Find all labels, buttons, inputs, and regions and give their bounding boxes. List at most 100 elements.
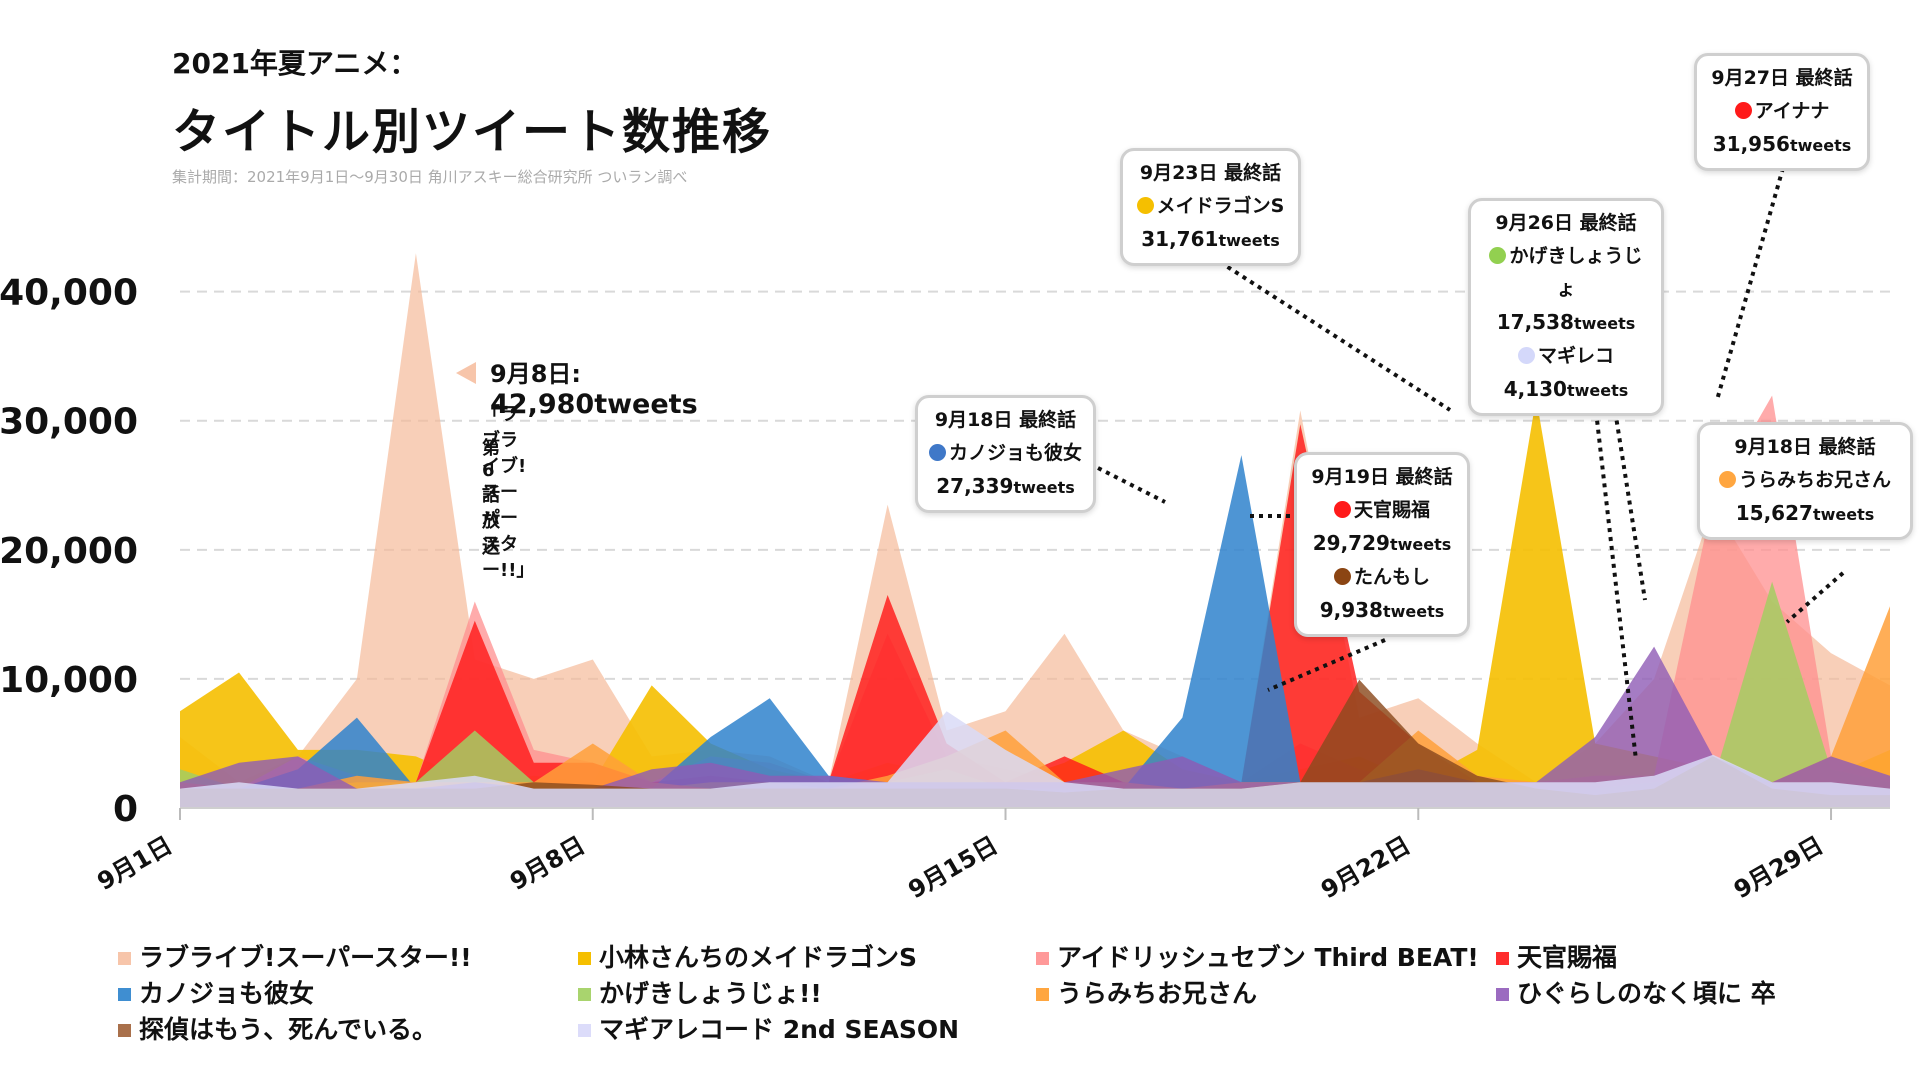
callout-connector [1267,638,1386,692]
chart-subtitle: 集計期間：2021年9月1日〜9月30日 角川アスキー総合研究所 ついラン調べ [172,168,688,186]
y-tick-label: 20,000 [0,531,138,572]
legend-swatch [578,988,591,1001]
callout-value: 15,627 [1735,501,1813,525]
legend-label: 探偵はもう、死んでいる。 [139,1015,438,1044]
callout-value: 31,761 [1141,227,1219,251]
callout-connector [1609,384,1647,601]
callout-value: 4,130 [1503,377,1567,401]
area-series [180,711,1890,808]
legend-swatch [1036,952,1049,965]
y-tick-label: 10,000 [0,660,138,701]
callout-series-name: うらみちお兄さん [1738,469,1891,491]
legend-label: カノジョも彼女 [139,979,315,1008]
callout-value: 27,339 [936,474,1014,498]
legend-swatch [1496,952,1509,965]
legend-item: かげきしょうじょ!! [578,974,822,1010]
callout-connector [1715,167,1785,401]
callout-unit: tweets [1013,478,1075,497]
legend-label: うらみちお兄さん [1057,979,1258,1008]
callout-connector [1218,260,1452,412]
legend-swatch [1496,988,1509,1001]
callout-date: 9月18日 最終話 [934,409,1077,431]
series-dot-icon [1333,568,1351,585]
x-tick-label: 9月29日 [1729,831,1828,904]
legend-swatch [118,952,131,965]
callout-unit: tweets [1382,602,1445,621]
y-tick-label: 30,000 [0,402,138,443]
callout-kanokano: 9月18日 最終話 カノジョも彼女 27,339tweets [915,395,1096,513]
callout-unit: tweets [1573,314,1636,333]
legend-item: アイドリッシュセブン Third BEAT! [1036,938,1479,974]
legend-label: かげきしょうじょ!! [599,979,822,1008]
callout-series-name: アイナナ [1754,100,1830,122]
callout-maidragon: 9月23日 最終話 メイドラゴンS 31,761tweets [1120,148,1301,266]
legend-label: ひぐらしのなく頃に 卒 [1517,979,1776,1008]
series-dot-icon [1333,501,1351,518]
chart-title-line1: 2021年夏アニメ： [172,47,418,80]
legend-swatch [1036,988,1049,1001]
legend-item: 探偵はもう、死んでいる。 [118,1010,437,1046]
callout-unit: tweets [1218,231,1280,250]
area-series [180,455,1890,808]
callout-tenkan-tanmoshi: 9月19日 最終話 天官賜福 29,729tweets たんもし 9,938tw… [1294,452,1470,637]
callout-connector [1097,466,1166,504]
callout-uramichi: 9月18日 最終話 うらみちお兄さん 15,627tweets [1697,422,1913,540]
legend-label: ラブライブ!スーパースター!! [139,943,472,972]
x-tick-label: 9月8日 [505,831,589,896]
callout-value: 31,956 [1712,132,1790,156]
callout-i7: 9月27日 最終話 アイナナ 31,956tweets [1694,53,1870,171]
series-dot-icon [1489,247,1507,264]
callout-date: 9月26日 最終話 [1495,212,1637,234]
callout-series-name: かげきしょうじょ [1509,245,1643,300]
peak-pointer-icon [456,362,476,384]
series-dot-icon [1734,102,1752,119]
callout-unit: tweets [1389,535,1452,554]
peak-label-prefix: 9月8日: [490,360,581,388]
legend-item: ひぐらしのなく頃に 卒 [1496,974,1776,1010]
callout-kageki-magireco: 9月26日 最終話 かげきしょうじょ 17,538tweets マギレコ 4,1… [1468,198,1664,416]
area-series [180,606,1890,808]
legend-label: アイドリッシュセブン Third BEAT! [1057,943,1479,972]
legend-swatch [118,1024,131,1037]
callout-series-name: メイドラゴンS [1156,195,1285,217]
legend-swatch [578,952,591,965]
legend-swatch [578,1024,591,1037]
series-dot-icon [1136,197,1154,214]
area-series [180,679,1890,808]
y-tick-label: 40,000 [0,273,138,314]
peak-value: 42,980 [490,389,595,420]
legend-item: 小林さんちのメイドラゴンS [578,938,917,974]
callout-date: 9月19日 最終話 [1311,466,1453,488]
legend-label: マギアレコード 2nd SEASON [599,1015,960,1044]
callout-value: 29,729 [1312,531,1390,555]
series-dot-icon [928,444,946,461]
legend-item: 天官賜福 [1496,938,1617,974]
callout-unit: tweets [1566,381,1629,400]
callout-connector [1785,571,1845,624]
callout-date: 9月18日 最終話 [1734,436,1876,458]
series-dot-icon [1718,471,1736,488]
x-tick-label: 9月22日 [1316,831,1415,904]
callout-date: 9月23日 最終話 [1139,162,1282,184]
series-dot-icon [1517,347,1535,364]
peak-title: 「ラブライブ!スーパースター!!」 [482,404,535,581]
chart-title: タイトル別ツイート数推移 [172,104,773,160]
legend-label: 小林さんちのメイドラゴンS [599,943,918,972]
legend-item: ラブライブ!スーパースター!! [118,938,472,974]
callout-unit: tweets [1789,136,1852,155]
callout-value: 17,538 [1496,310,1574,334]
peak-date-value: 9月8日: 42,980tweets [490,354,698,420]
legend-item: うらみちお兄さん [1036,974,1257,1010]
callout-value: 9,938 [1319,598,1383,622]
callout-series-name: マギレコ [1537,345,1614,367]
legend-item: カノジョも彼女 [118,974,314,1010]
x-tick-label: 9月15日 [904,831,1003,904]
y-tick-label: 0 [113,789,138,830]
callout-series-name: たんもし [1353,566,1430,588]
peak-unit: tweets [594,389,698,420]
callout-unit: tweets [1812,505,1875,524]
callout-series-name: 天官賜福 [1353,499,1430,521]
legend-item: マギアレコード 2nd SEASON [578,1010,959,1046]
legend-swatch [118,988,131,1001]
